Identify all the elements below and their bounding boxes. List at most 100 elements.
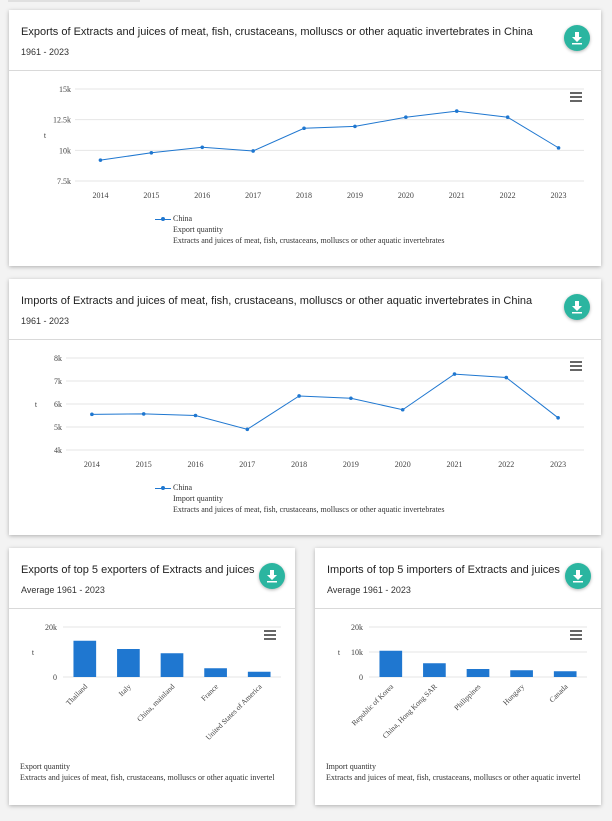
download-icon <box>572 32 582 45</box>
chart-menu-icon[interactable] <box>570 361 582 371</box>
download-icon <box>572 301 582 314</box>
caption-item: Extracts and juices of meat, fish, crust… <box>326 773 581 782</box>
legend-line-marker-icon <box>155 215 171 223</box>
legend-element: Import quantity <box>173 494 223 503</box>
x-tick-label: Philippines <box>452 682 482 712</box>
card-header: Exports of Extracts and juices of meat, … <box>9 10 601 71</box>
data-point <box>251 149 255 153</box>
data-point <box>504 375 509 380</box>
caption-item: Extracts and juices of meat, fish, crust… <box>20 773 275 782</box>
legend-series-name[interactable]: China <box>173 214 193 223</box>
download-button[interactable] <box>565 563 591 589</box>
y-tick-label: 10k <box>351 648 363 657</box>
legend-item: Extracts and juices of meat, fish, crust… <box>173 236 445 245</box>
y-tick-label: 0 <box>359 673 363 682</box>
card-header: Imports of Extracts and juices of meat, … <box>9 279 601 340</box>
card-subtitle: 1961 - 2023 <box>21 316 70 326</box>
y-tick-label: 7.5k <box>57 177 71 186</box>
y-axis-label: t <box>44 131 47 140</box>
y-tick-label: 5k <box>54 423 62 432</box>
card-header: Exports of top 5 exporters of Extracts a… <box>9 548 295 609</box>
series-line <box>100 110 559 161</box>
chart-menu-icon[interactable] <box>570 92 582 102</box>
data-point <box>505 115 510 120</box>
y-axis-label: t <box>35 400 38 409</box>
y-tick-label: 12.5k <box>53 116 71 125</box>
x-tick-label: 2022 <box>498 460 514 469</box>
x-tick-label: France <box>199 682 220 703</box>
y-tick-label: 0 <box>53 673 57 682</box>
y-tick-label: 6k <box>54 400 62 409</box>
bar <box>204 668 227 677</box>
top-exporters-card: Exports of top 5 exporters of Extracts a… <box>9 548 295 805</box>
card-title: Imports of Extracts and juices of meat, … <box>21 295 533 307</box>
chart-caption: Export quantity Extracts and juices of m… <box>20 761 292 783</box>
y-tick-label: 15k <box>59 85 71 94</box>
data-point <box>200 145 205 150</box>
card-subtitle: Average 1961 - 2023 <box>21 585 105 595</box>
data-point <box>141 412 146 416</box>
legend-element: Export quantity <box>173 225 223 234</box>
x-tick-label: 2020 <box>398 191 414 200</box>
data-point <box>454 109 459 113</box>
download-icon <box>267 570 277 583</box>
card-subtitle: Average 1961 - 2023 <box>327 585 411 595</box>
card-title: Exports of top 5 exporters of Extracts a… <box>21 564 257 576</box>
exports-china-card: Exports of Extracts and juices of meat, … <box>9 10 601 266</box>
legend-item: Extracts and juices of meat, fish, crust… <box>173 505 445 514</box>
y-tick-label: 10k <box>59 146 71 155</box>
data-point <box>556 146 561 150</box>
bar <box>423 663 446 677</box>
y-axis-label: t <box>32 648 35 657</box>
bar <box>510 670 533 677</box>
chart-caption: Import quantity Extracts and juices of m… <box>326 761 598 783</box>
top-importers-card: Imports of top 5 importers of Extracts a… <box>315 548 601 805</box>
series-line <box>91 373 559 430</box>
data-point <box>452 372 457 376</box>
import-line-chart: 4k 5k 6k 7k 8k t 2014 2015 2016 2017 2018 2019 2020 2… <box>35 354 584 469</box>
x-tick-label: 2018 <box>296 191 312 200</box>
x-tick-label: 2014 <box>92 191 108 200</box>
x-tick-label: 2017 <box>245 191 261 200</box>
data-point <box>245 427 250 432</box>
x-tick-label: 2023 <box>551 191 567 200</box>
y-tick-label: 20k <box>45 623 57 632</box>
x-tick-label: Republic of Korea <box>350 682 396 728</box>
x-tick-label: 2015 <box>143 191 159 200</box>
legend-line-marker-icon <box>155 484 171 492</box>
card-header: Imports of top 5 importers of Extracts a… <box>315 548 601 609</box>
download-button[interactable] <box>564 25 590 51</box>
y-tick-label: 4k <box>54 446 62 455</box>
y-axis-label: t <box>338 648 341 657</box>
data-point <box>404 115 408 120</box>
bar <box>247 671 271 677</box>
bar <box>73 640 97 677</box>
download-button[interactable] <box>564 294 590 320</box>
data-point <box>98 158 103 162</box>
data-point <box>349 396 353 401</box>
chart-menu-icon[interactable] <box>570 630 582 640</box>
x-tick-label: 2019 <box>343 460 359 469</box>
download-icon <box>573 570 583 583</box>
legend-series-name[interactable]: China <box>173 483 193 492</box>
card-title: Imports of top 5 importers of Extracts a… <box>327 564 563 576</box>
chart-menu-icon[interactable] <box>264 630 276 640</box>
chart-legend: China Import quantity Extracts and juice… <box>155 482 444 515</box>
x-tick-label: 2016 <box>188 460 204 469</box>
x-tick-label: 2021 <box>447 460 463 469</box>
x-tick-label: 2023 <box>550 460 566 469</box>
x-tick-label: Hungary <box>501 682 526 707</box>
x-tick-label: Canada <box>547 682 570 705</box>
caption-element: Import quantity <box>326 762 376 771</box>
bar <box>379 650 403 677</box>
download-button[interactable] <box>259 563 285 589</box>
caption-element: Export quantity <box>20 762 70 771</box>
y-tick-label: 8k <box>54 354 62 363</box>
x-tick-label: 2022 <box>500 191 516 200</box>
bar <box>466 669 490 677</box>
imports-china-card: Imports of Extracts and juices of meat, … <box>9 279 601 535</box>
data-point <box>149 150 154 155</box>
x-tick-label: 2018 <box>291 460 307 469</box>
